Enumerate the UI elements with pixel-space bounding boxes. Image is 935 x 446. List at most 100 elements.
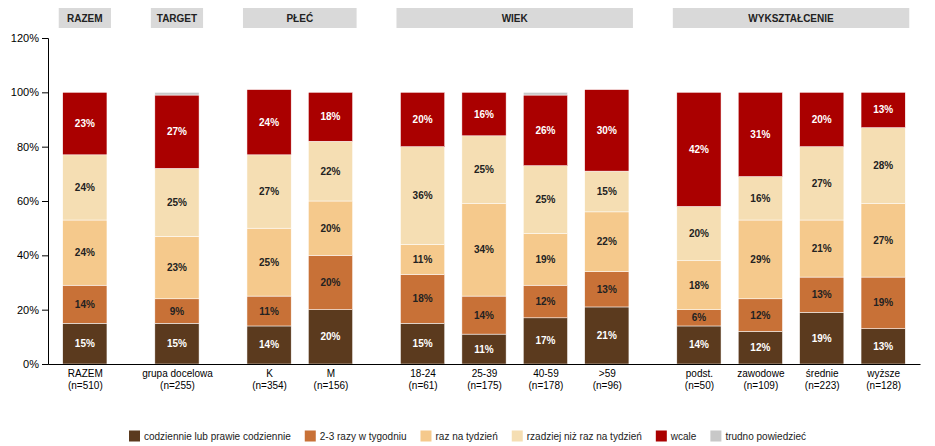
x-tick-label: RAZEM(n=510) xyxy=(68,368,103,391)
data-label: 15% xyxy=(75,338,95,349)
y-tick-mark xyxy=(42,255,48,256)
legend-label: raz na tydzień xyxy=(435,431,497,442)
bar-segment xyxy=(523,95,567,166)
data-label: 11% xyxy=(259,306,279,317)
bar-segment xyxy=(861,92,905,127)
y-tick: 60% xyxy=(17,195,48,207)
group-header-label: TARGET xyxy=(157,13,197,24)
bar-segment xyxy=(462,334,506,364)
bar-segment xyxy=(462,204,506,296)
x-tick-label: M(n=156) xyxy=(314,368,349,391)
bar-segment xyxy=(585,212,629,272)
x-tick-label: podst.(n=50) xyxy=(685,368,714,391)
bar-segment xyxy=(861,277,905,329)
data-label: 27% xyxy=(167,126,187,137)
bar-segment xyxy=(585,171,629,212)
bar-segment xyxy=(677,92,721,206)
x-tick: 40-59(n=178) xyxy=(529,364,564,391)
x-tick: wyższe(n=128) xyxy=(866,364,901,391)
legend-item: rzadziej niż raz na tydzień xyxy=(512,431,642,442)
data-label: 14% xyxy=(689,339,709,350)
data-label: 11% xyxy=(474,344,494,355)
data-label: 18% xyxy=(413,293,433,304)
x-tick: podst.(n=50) xyxy=(685,364,714,391)
legend-swatch xyxy=(710,431,721,442)
bar-segment xyxy=(400,323,444,364)
bar-segment xyxy=(523,166,567,234)
bar-segment xyxy=(155,168,199,236)
x-axis: RAZEM(n=510)grupa docelowa(n=255)K(n=354… xyxy=(49,364,921,391)
y-tick: 0% xyxy=(23,358,48,370)
data-label: 20% xyxy=(413,114,433,125)
bar-segment xyxy=(155,236,199,298)
x-tick-label: K(n=354) xyxy=(252,368,287,391)
legend-item: wcale xyxy=(656,431,697,442)
y-axis-line xyxy=(42,39,49,365)
bar-segment xyxy=(308,201,352,255)
bar-segment xyxy=(800,277,844,312)
bar-segment xyxy=(738,92,782,176)
bar-segment xyxy=(400,92,444,146)
bar-segment xyxy=(63,155,107,220)
data-label: 25% xyxy=(167,197,187,208)
group-header-box xyxy=(396,8,632,28)
y-tick-label: 20% xyxy=(17,304,39,316)
bar-segment xyxy=(462,92,506,135)
series xyxy=(155,92,568,95)
x-tick: średnie(n=223) xyxy=(805,364,840,391)
legend-swatch xyxy=(129,431,140,442)
data-label: 17% xyxy=(535,335,555,346)
data-label: 14% xyxy=(259,339,279,350)
bar-segment xyxy=(585,272,629,307)
data-label: 26% xyxy=(535,125,555,136)
data-label: 31% xyxy=(750,129,770,140)
data-label: 12% xyxy=(535,296,555,307)
legend-item: trudno powiedzieć xyxy=(710,431,806,442)
bar-segment xyxy=(677,310,721,326)
data-label: 28% xyxy=(873,160,893,171)
y-tick-label: 120% xyxy=(11,32,39,44)
bar-segment xyxy=(523,318,567,364)
y-tick-mark xyxy=(42,310,48,311)
x-axis-line xyxy=(49,364,921,365)
y-tick-mark xyxy=(42,92,48,93)
group-headers: RAZEMTARGETPŁEĆWIEKWYKSZTAŁCENIE xyxy=(59,8,910,28)
data-label: 34% xyxy=(474,244,494,255)
data-label: 23% xyxy=(75,118,95,129)
data-label: 20% xyxy=(320,277,340,288)
y-tick: 120% xyxy=(11,32,48,44)
data-label: 25% xyxy=(474,164,494,175)
bar-segment xyxy=(800,92,844,146)
bar-segment xyxy=(738,92,782,93)
x-tick-label: zawodowe(n=109) xyxy=(737,368,785,391)
legend-swatch xyxy=(305,431,316,442)
bar-segment xyxy=(677,326,721,364)
data-label: 22% xyxy=(597,236,617,247)
y-tick: 100% xyxy=(11,86,48,98)
bars xyxy=(63,90,906,364)
x-tick-label: średnie(n=223) xyxy=(805,368,840,391)
bar-segment xyxy=(63,92,107,154)
group-header-label: WIEK xyxy=(502,13,529,24)
legend-label: trudno powiedzieć xyxy=(725,431,806,442)
chart: 0%20%40%60%80%100%120%RAZEM(n=510)grupa … xyxy=(0,0,935,446)
data-label: 13% xyxy=(873,104,893,115)
legend-item: raz na tydzień xyxy=(420,431,497,442)
bar-segment xyxy=(308,92,352,141)
x-tick: RAZEM(n=510) xyxy=(68,364,103,391)
bar-segment xyxy=(247,155,291,228)
bar-segment xyxy=(247,90,291,155)
bar-segment xyxy=(247,296,291,326)
bar-segment xyxy=(523,234,567,286)
group-header-box xyxy=(151,8,203,28)
group-header-label: RAZEM xyxy=(67,13,103,24)
y-tick-mark xyxy=(42,201,48,202)
data-label: 19% xyxy=(812,333,832,344)
data-label: 18% xyxy=(320,111,340,122)
legend-swatch xyxy=(656,431,667,442)
data-label: 20% xyxy=(320,223,340,234)
bar-segment xyxy=(585,307,629,364)
data-label: 9% xyxy=(170,306,185,317)
bar-segment xyxy=(861,92,905,93)
data-label: 11% xyxy=(413,254,433,265)
